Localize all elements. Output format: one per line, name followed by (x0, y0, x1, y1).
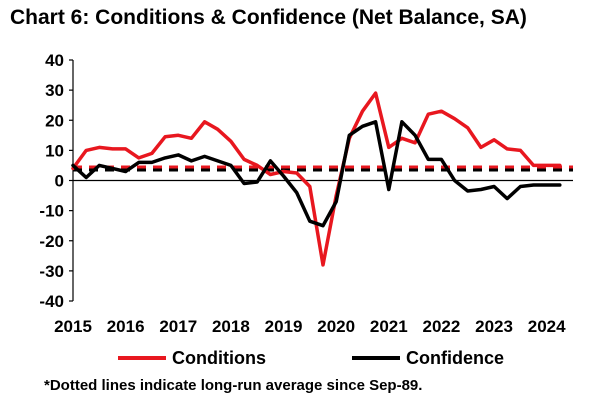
y-tick-label: 0 (55, 172, 64, 191)
series-line-conditions (71, 91, 562, 267)
y-tick-label: 40 (45, 51, 64, 70)
x-tick-label: 2015 (54, 317, 92, 336)
footnote: *Dotted lines indicate long-run average … (44, 377, 423, 394)
legend-label-conditions: Conditions (172, 348, 266, 368)
x-tick-label: 2016 (107, 317, 145, 336)
chart-title: Chart 6: Conditions & Confidence (Net Ba… (10, 6, 527, 29)
y-tick-label: -20 (39, 232, 64, 251)
x-tick-label: 2019 (265, 317, 303, 336)
y-tick-label: 20 (45, 111, 64, 130)
y-tick-label: 30 (45, 81, 64, 100)
x-tick-label: 2018 (212, 317, 250, 336)
x-tick-label: 2023 (475, 317, 513, 336)
x-tick-label: 2022 (423, 317, 461, 336)
y-tick-label: -30 (39, 262, 64, 281)
x-tick-label: 2020 (317, 317, 355, 336)
x-tick-label: 2024 (528, 317, 566, 336)
legend: Conditions Confidence (118, 348, 504, 368)
y-tick-label: -10 (39, 202, 64, 221)
legend-label-confidence: Confidence (406, 348, 504, 368)
series-lines (71, 91, 562, 267)
y-tick-label: -40 (39, 292, 64, 311)
x-tick-label: 2021 (370, 317, 408, 336)
x-tick-label: 2017 (159, 317, 197, 336)
axes: 40 30 20 10 0 -10 -20 -30 -40 2015 2016 2017 2018 201… (39, 51, 573, 336)
y-tick-label: 10 (45, 141, 64, 160)
average-lines (73, 165, 573, 172)
series-line-confidence (71, 120, 562, 228)
